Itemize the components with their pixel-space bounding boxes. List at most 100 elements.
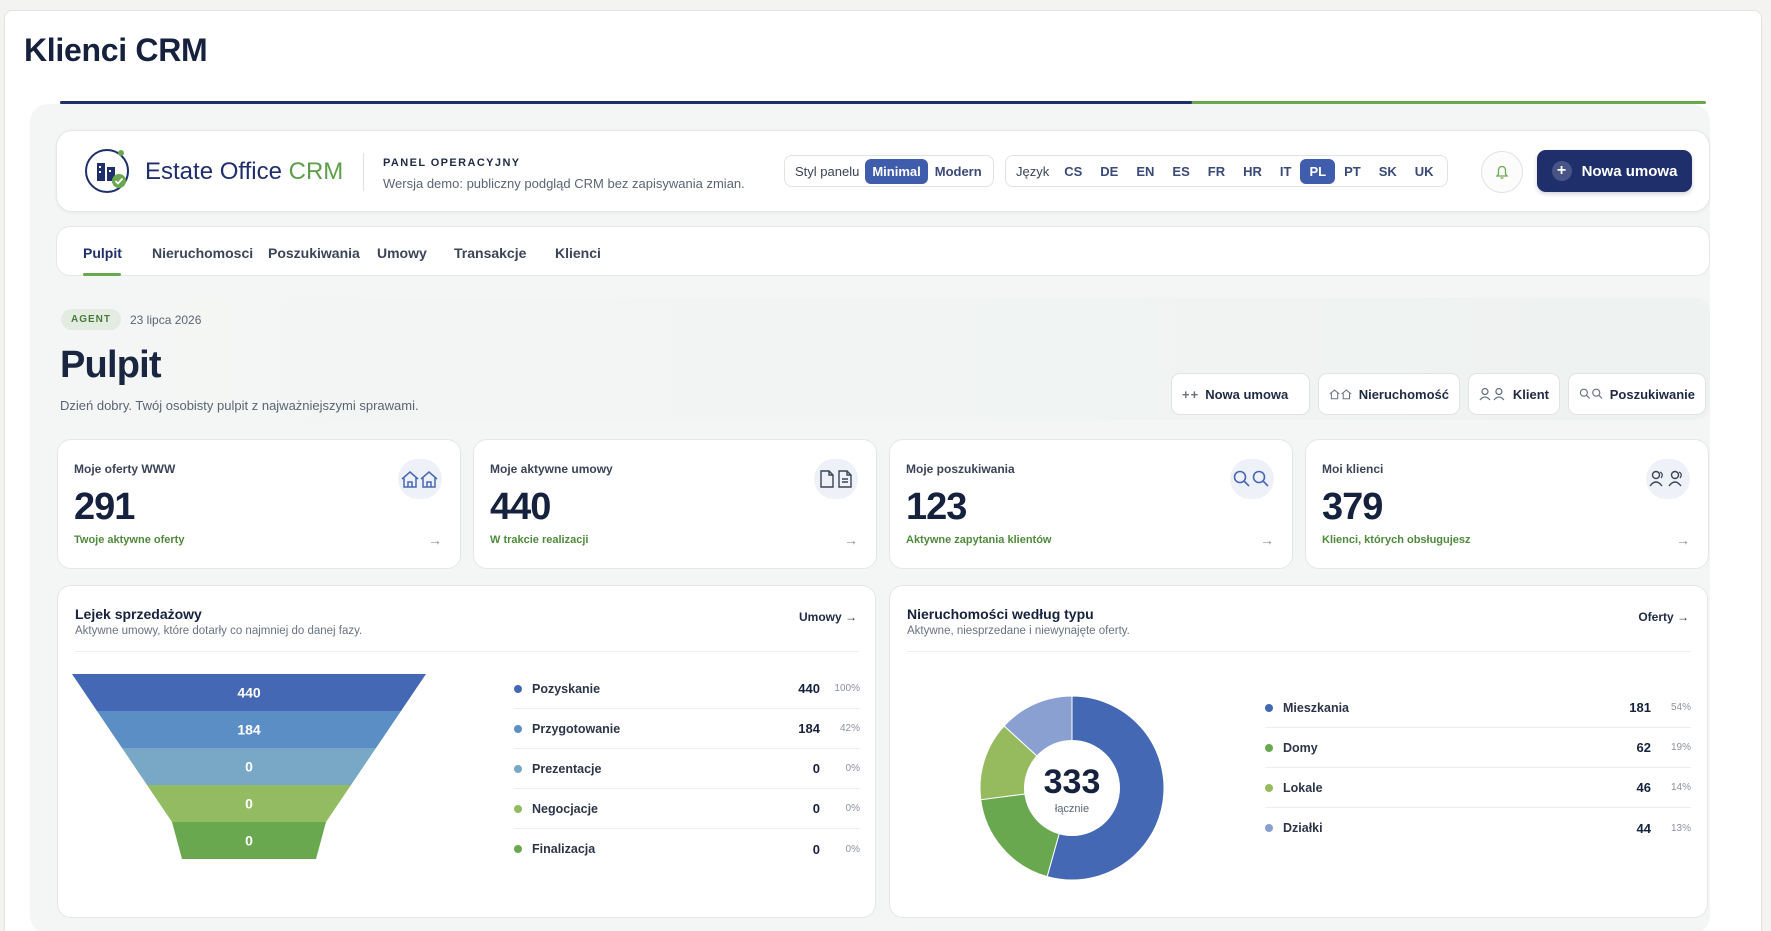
- arrow-right-icon: →: [1676, 532, 1690, 548]
- users-icon: [1646, 459, 1690, 499]
- chart-subtitle: Aktywne, niesprzedane i niewynajęte ofer…: [907, 625, 1130, 637]
- arrow-right-icon: →: [844, 532, 858, 548]
- legend-name: Działki: [1283, 821, 1323, 835]
- legend-row: Przygotowanie 184 42%: [514, 709, 860, 749]
- logo-icon: [85, 149, 129, 193]
- stat-label: Moje poszukiwania: [906, 462, 1015, 476]
- language-option-hr[interactable]: HR: [1243, 163, 1262, 179]
- stat-card-searches[interactable]: Moje poszukiwania 123 Aktywne zapytania …: [889, 439, 1293, 569]
- tab-transakcje[interactable]: Transakcje: [454, 245, 527, 261]
- legend-row: Prezentacje 0 0%: [514, 749, 860, 789]
- tab-klienci[interactable]: Klienci: [555, 245, 601, 261]
- search-icon: [1579, 388, 1603, 399]
- plus-icon: +: [1551, 161, 1572, 181]
- quick-property-button[interactable]: Nieruchomość: [1318, 373, 1460, 415]
- stat-card-offers[interactable]: Moje oferty WWW 291 Twoje aktywne oferty…: [57, 439, 461, 569]
- hero-subtitle: Dzień dobry. Twój osobisty pulpit z najw…: [60, 398, 419, 413]
- language-option-fr[interactable]: FR: [1207, 163, 1226, 179]
- legend-row: Finalizacja 0 0%: [514, 829, 860, 869]
- legend-percent: 54%: [1670, 702, 1691, 713]
- tab-pulpit[interactable]: Pulpit: [83, 245, 122, 261]
- stat-card-clients[interactable]: Moi klienci 379 Klienci, których obsługu…: [1305, 439, 1709, 569]
- contracts-link[interactable]: Umowy →: [798, 610, 857, 624]
- language-option-de[interactable]: DE: [1100, 163, 1119, 179]
- legend-percent: 13%: [1670, 822, 1691, 834]
- language-switcher-label: Język: [1016, 163, 1050, 179]
- quick-search-button[interactable]: Poszukiwanie: [1568, 373, 1706, 415]
- top-progress-fill: [60, 101, 1193, 104]
- quick-property-label: Nieruchomość: [1358, 386, 1449, 402]
- stat-subtitle: W trakcie realizacji: [490, 534, 589, 546]
- active-tab-indicator: [83, 273, 121, 276]
- user-icon: [1479, 387, 1505, 401]
- stat-label: Moi klienci: [1322, 462, 1384, 476]
- legend-name: Finalizacja: [532, 842, 596, 856]
- legend-value: 184: [798, 721, 820, 736]
- property-types-card: Nieruchomości według typu Aktywne, niesp…: [889, 585, 1708, 918]
- quick-new-contract-label: Nowa umowa: [1205, 386, 1289, 402]
- legend-name: Lokale: [1283, 780, 1323, 795]
- house-icon: [398, 459, 442, 499]
- plus-icon: ++: [1182, 386, 1200, 402]
- quick-client-label: Klient: [1512, 386, 1549, 402]
- hero-title: Pulpit: [60, 344, 162, 386]
- stat-value: 291: [74, 486, 135, 528]
- donut-total: 333: [1044, 763, 1101, 801]
- quick-client-button[interactable]: Klient: [1468, 373, 1560, 415]
- funnel-segment-value: 0: [245, 796, 253, 812]
- language-option-uk[interactable]: UK: [1414, 163, 1434, 179]
- language-option-pt[interactable]: PT: [1344, 163, 1361, 179]
- legend-name: Przygotowanie: [532, 721, 621, 736]
- style-switcher: Styl panelu Minimal Modern: [784, 155, 994, 187]
- funnel-segment-value: 440: [237, 685, 261, 701]
- stat-subtitle: Twoje aktywne oferty: [74, 534, 185, 546]
- legend-dot: [514, 684, 522, 693]
- legend-dot: [514, 764, 522, 773]
- offers-link[interactable]: Oferty →: [1638, 610, 1689, 624]
- language-option-en[interactable]: EN: [1136, 163, 1155, 179]
- header-divider: [363, 153, 364, 191]
- new-contract-button[interactable]: + Nowa umowa: [1537, 150, 1692, 192]
- stat-value: 379: [1322, 486, 1383, 528]
- donut-total-caption: łącznie: [1055, 803, 1089, 815]
- legend-dot: [1265, 743, 1273, 752]
- legend-value: 44: [1636, 820, 1651, 836]
- tab-umowy[interactable]: Umowy: [377, 245, 427, 261]
- funnel-segment-value: 184: [237, 722, 261, 738]
- stat-card-contracts[interactable]: Moje aktywne umowy 440 W trakcie realiza…: [473, 439, 877, 569]
- legend-row: Mieszkania 181 54%: [1265, 688, 1691, 728]
- funnel-segment-finalizacja: [172, 822, 326, 859]
- style-switcher-label: Styl panelu: [795, 163, 860, 179]
- legend-dot: [514, 804, 522, 813]
- funnel-segment-pozyskanie: [72, 674, 426, 711]
- legend-name: Prezentacje: [532, 761, 602, 776]
- legend-dot: [1265, 783, 1273, 792]
- stat-value: 440: [490, 486, 551, 528]
- notification-button[interactable]: [1481, 151, 1523, 193]
- hero-date: 23 lipca 2026: [130, 313, 202, 327]
- stat-subtitle: Aktywne zapytania klientów: [906, 534, 1052, 546]
- legend-dot: [1265, 703, 1273, 712]
- funnel-segment-value: 0: [245, 833, 253, 849]
- legend-dot: [514, 724, 522, 733]
- language-option-pl[interactable]: PL: [1300, 158, 1336, 184]
- stat-value: 123: [906, 486, 967, 528]
- dashboard-hero: AGENT 23 lipca 2026 Pulpit Dzień dobry. …: [56, 298, 1710, 420]
- funnel-segment-prezentacje: [122, 748, 376, 785]
- legend-dot: [514, 845, 522, 853]
- language-option-it[interactable]: IT: [1279, 163, 1292, 179]
- stat-label: Moje oferty WWW: [74, 462, 176, 476]
- tab-nieruchomosci[interactable]: Nieruchomosci: [152, 245, 254, 261]
- language-option-es[interactable]: ES: [1172, 163, 1190, 179]
- legend-row: Domy 62 19%: [1265, 728, 1691, 768]
- quick-new-contract-button[interactable]: ++ Nowa umowa: [1171, 373, 1310, 415]
- language-option-sk[interactable]: SK: [1378, 163, 1397, 179]
- funnel-chart: 440 184 0 0 0: [72, 674, 426, 859]
- legend-dot: [1265, 824, 1273, 832]
- style-option-minimal[interactable]: Minimal: [865, 158, 928, 184]
- language-option-cs[interactable]: CS: [1064, 163, 1083, 179]
- sales-funnel-card: Lejek sprzedażowy Aktywne umowy, które d…: [57, 585, 876, 918]
- tab-poszukiwania[interactable]: Poszukiwania: [268, 245, 360, 261]
- style-option-modern[interactable]: Modern: [934, 163, 982, 179]
- legend-percent: 0%: [845, 803, 860, 814]
